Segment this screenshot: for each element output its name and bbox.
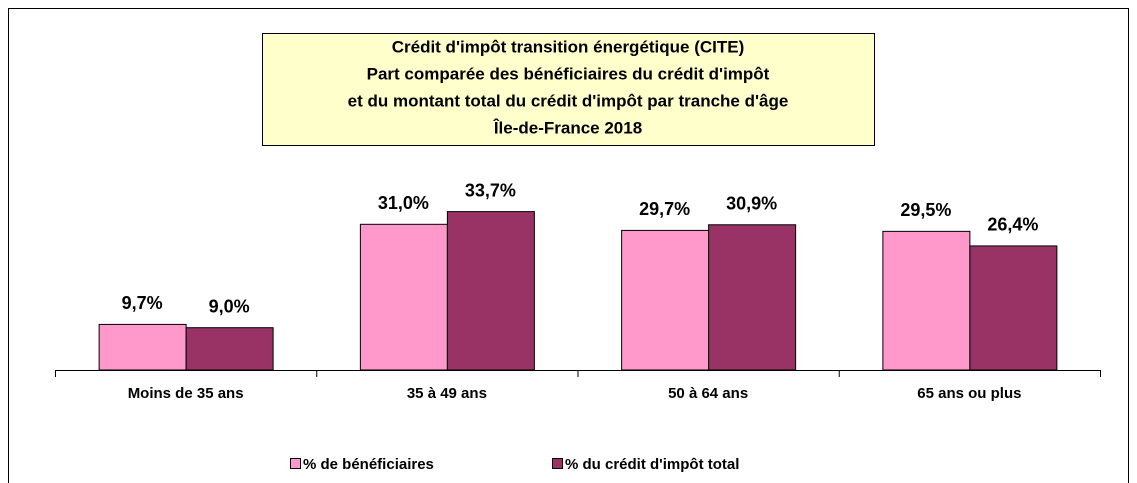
value-label: 30,9%: [726, 194, 777, 214]
bar: [446, 211, 535, 371]
bar: [359, 223, 448, 371]
title-box: [262, 33, 875, 146]
value-label: 29,7%: [639, 199, 690, 219]
bar: [185, 327, 274, 371]
x-tick-label: Moins de 35 ans: [128, 385, 244, 402]
value-label: 33,7%: [465, 180, 516, 200]
value-label: 26,4%: [987, 215, 1038, 235]
bar: [98, 323, 187, 371]
legend-swatch: [290, 458, 301, 469]
legend-label: % du crédit d'impôt total: [565, 456, 739, 473]
x-tick-label: 50 à 64 ans: [668, 385, 748, 402]
bar: [882, 230, 971, 371]
x-tick-label: 65 ans ou plus: [917, 385, 1021, 402]
bar: [969, 245, 1058, 371]
chart-title: Île-de-France 2018: [493, 118, 642, 137]
bar: [708, 224, 797, 371]
chart-title: et du montant total du crédit d'impôt pa…: [348, 91, 789, 110]
bar: [621, 229, 710, 371]
value-label: 9,7%: [122, 293, 163, 313]
x-tick-label: 35 à 49 ans: [407, 385, 487, 402]
value-label: 9,0%: [209, 296, 250, 316]
legend-swatch: [552, 458, 563, 469]
chart-title: Part comparée des bénéficiaires du crédi…: [367, 64, 770, 83]
chart-title: Crédit d'impôt transition énergétique (C…: [392, 37, 745, 56]
value-label: 31,0%: [378, 193, 429, 213]
value-label: 29,5%: [900, 200, 951, 220]
legend-label: % de bénéficiaires: [303, 456, 434, 473]
